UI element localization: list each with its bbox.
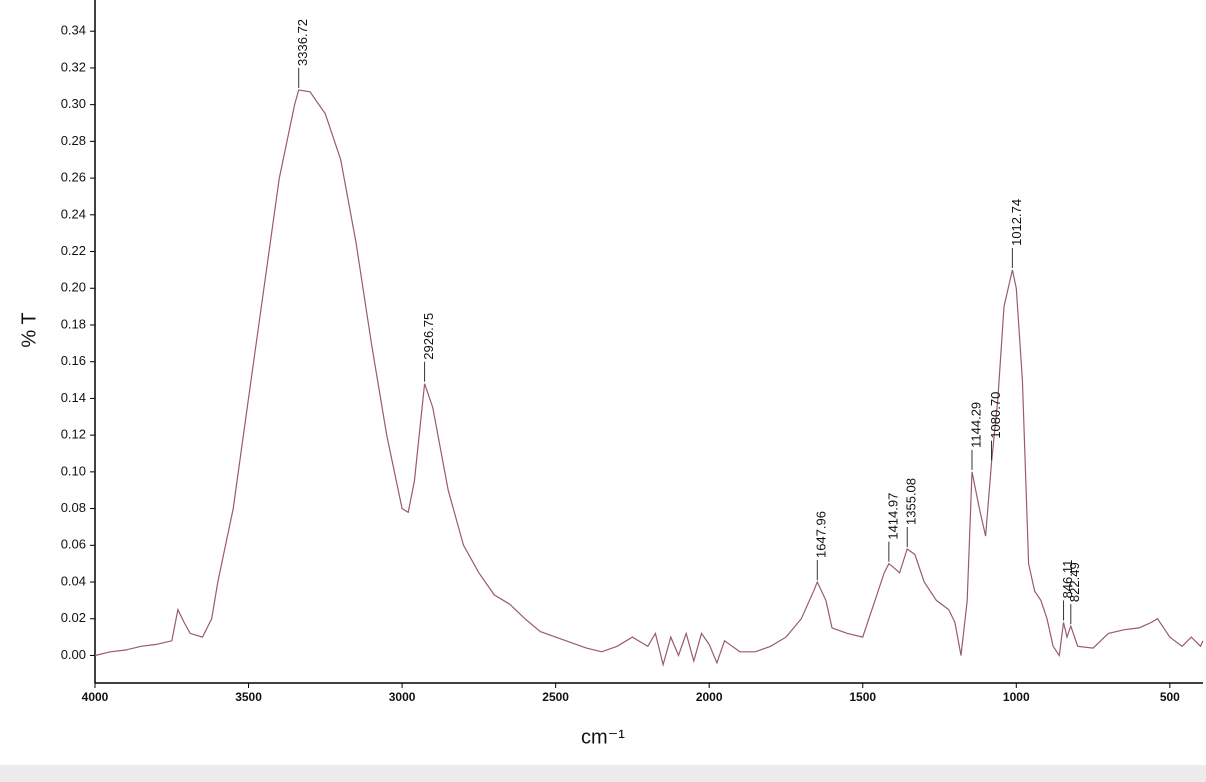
y-tick-label: 0.26 [61,170,86,185]
y-tick-label: 0.22 [61,243,86,258]
x-tick-label: 2000 [696,690,723,704]
y-tick-label: 0.32 [61,59,86,74]
y-tick-label: 0.00 [61,647,86,662]
y-tick-label: 0.06 [61,537,86,552]
peak-label: 1080.70 [988,392,1003,439]
y-tick-label: 0.28 [61,133,86,148]
peak-label: 1414.97 [885,493,900,540]
y-tick-label: 0.34 [61,23,86,38]
y-tick-label: 0.14 [61,390,86,405]
peak-label: 1012.74 [1009,199,1024,246]
y-tick-label: 0.04 [61,573,86,588]
y-tick-label: 0.24 [61,206,86,221]
x-tick-label: 1000 [1003,690,1030,704]
peak-label: 2926.75 [421,313,436,360]
y-tick-label: 0.08 [61,500,86,515]
peak-label: 1144.29 [968,402,983,448]
peak-label: 846.11 [1060,560,1075,599]
x-tick-label: 3000 [389,690,416,704]
x-tick-label: 1500 [849,690,876,704]
peak-label: 1355.08 [904,478,919,525]
y-tick-label: 0.30 [61,96,86,111]
x-tick-label: 4000 [82,690,109,704]
peak-label: 3336.72 [295,19,310,66]
y-tick-label: 0.12 [61,427,86,442]
y-tick-label: 0.20 [61,280,86,295]
x-tick-label: 3500 [235,690,262,704]
x-tick-label: 2500 [542,690,569,704]
y-tick-label: 0.02 [61,610,86,625]
x-axis-title: cm⁻¹ [581,726,625,748]
y-tick-label: 0.18 [61,316,86,331]
x-tick-label: 500 [1160,690,1180,704]
peak-label: 822.49 [1067,562,1082,602]
peak-label: 1647.96 [814,511,829,558]
y-tick-label: 0.10 [61,463,86,478]
footer-bar [0,765,1206,782]
spectrum-line [94,89,1204,667]
y-tick-label: 0.16 [61,353,86,368]
y-axis-title: % T [18,312,40,347]
